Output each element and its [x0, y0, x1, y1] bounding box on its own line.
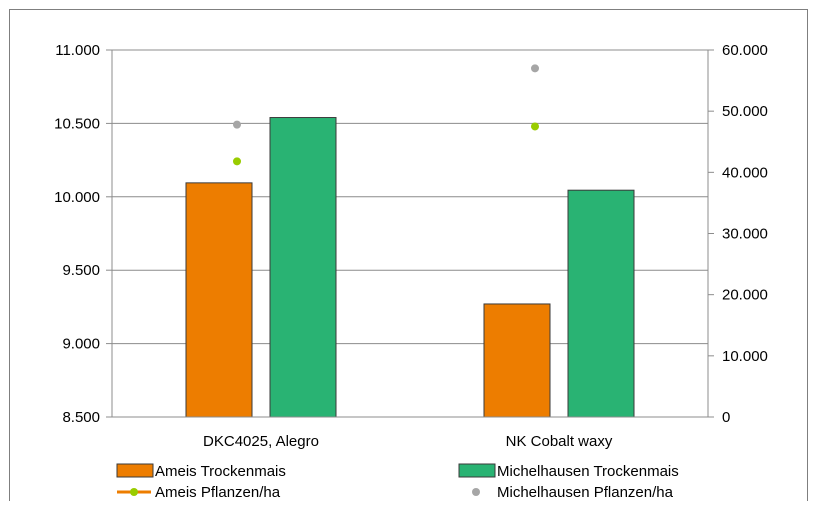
bar [483, 303, 551, 418]
y-right-tick-label: 30.000 [722, 226, 768, 243]
data-point [233, 120, 241, 129]
legend-label: Michelhausen Trockenmais [497, 463, 679, 480]
y-right-tick-label: 0 [722, 409, 730, 426]
y-left-tick-label: 8.500 [62, 409, 100, 426]
legend-swatch [116, 463, 154, 478]
y-left-tick-label: 10.000 [54, 189, 100, 206]
y-left-tick-label: 10.500 [54, 115, 100, 132]
y-right-tick-label: 10.000 [722, 348, 768, 365]
y-left-tick-label: 11.000 [55, 42, 100, 59]
legend-marker [472, 488, 480, 496]
y-right-tick-label: 50.000 [722, 103, 768, 120]
legend-label: Ameis Trockenmais [155, 463, 286, 480]
legend-marker [130, 488, 138, 496]
legend-swatch [458, 463, 496, 478]
legend-label: Ameis Pflanzen/ha [155, 484, 281, 501]
x-category-label: NK Cobalt waxy [506, 433, 613, 450]
y-right-tick-label: 40.000 [722, 164, 768, 181]
chart-frame [9, 9, 808, 501]
y-left-tick-label: 9.500 [62, 262, 100, 279]
y-right-tick-label: 20.000 [722, 287, 768, 304]
bar [185, 182, 253, 418]
x-category-label: DKC4025, Alegro [203, 433, 319, 450]
bar [269, 117, 337, 418]
data-point [233, 157, 241, 166]
data-point [531, 122, 539, 131]
bar [567, 189, 635, 418]
y-right-tick-label: 60.000 [722, 42, 768, 59]
data-point [531, 64, 539, 73]
y-left-tick-label: 9.000 [62, 336, 100, 353]
legend-label: Michelhausen Pflanzen/ha [497, 484, 674, 501]
